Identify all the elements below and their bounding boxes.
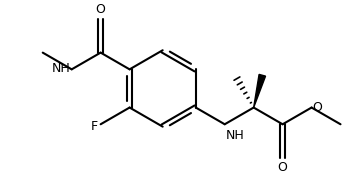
Text: NH: NH bbox=[225, 129, 244, 142]
Polygon shape bbox=[254, 74, 266, 108]
Text: O: O bbox=[278, 161, 287, 174]
Text: NH: NH bbox=[52, 62, 71, 75]
Text: F: F bbox=[91, 120, 98, 133]
Text: O: O bbox=[313, 101, 322, 114]
Text: O: O bbox=[96, 3, 105, 16]
